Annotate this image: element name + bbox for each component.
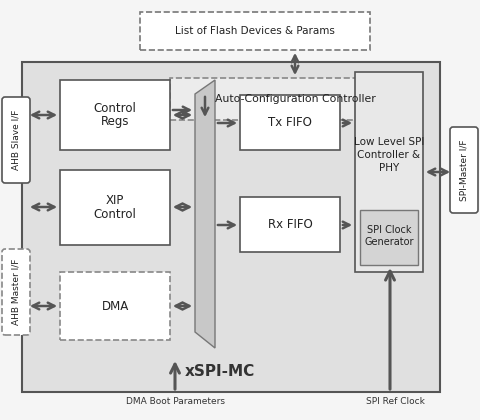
Text: List of Flash Devices & Params: List of Flash Devices & Params	[175, 26, 335, 36]
Text: XIP: XIP	[106, 194, 124, 207]
Text: Generator: Generator	[364, 237, 414, 247]
Text: SPI-Master I/F: SPI-Master I/F	[459, 139, 468, 201]
Bar	[170, 78, 420, 120]
Bar	[60, 170, 170, 245]
Text: Regs: Regs	[101, 116, 129, 129]
Text: AHB Master I/F: AHB Master I/F	[12, 259, 21, 325]
Text: Control: Control	[94, 208, 136, 221]
Text: Low Level SPI: Low Level SPI	[354, 137, 424, 147]
Bar	[60, 80, 170, 150]
Polygon shape	[195, 80, 215, 348]
Text: AHB Slave I/F: AHB Slave I/F	[12, 110, 21, 170]
Text: Tx FIFO: Tx FIFO	[268, 116, 312, 129]
Text: Controller &: Controller &	[358, 150, 420, 160]
Bar	[140, 12, 370, 50]
Bar	[240, 197, 340, 252]
Text: DMA Boot Parameters: DMA Boot Parameters	[125, 397, 225, 407]
Bar	[355, 72, 423, 272]
Bar	[240, 95, 340, 150]
Text: Control: Control	[94, 102, 136, 115]
Text: xSPI-MC: xSPI-MC	[185, 365, 255, 380]
Text: SPI Ref Clock: SPI Ref Clock	[366, 397, 424, 407]
FancyBboxPatch shape	[2, 97, 30, 183]
FancyBboxPatch shape	[2, 249, 30, 335]
Text: PHY: PHY	[379, 163, 399, 173]
Text: Rx FIFO: Rx FIFO	[268, 218, 312, 231]
FancyBboxPatch shape	[450, 127, 478, 213]
Bar	[360, 210, 418, 265]
Text: DMA: DMA	[101, 299, 129, 312]
Text: SPI Clock: SPI Clock	[367, 225, 411, 235]
Bar	[22, 62, 440, 392]
Bar	[60, 272, 170, 340]
Text: Auto-Configuration Controller: Auto-Configuration Controller	[215, 94, 375, 104]
